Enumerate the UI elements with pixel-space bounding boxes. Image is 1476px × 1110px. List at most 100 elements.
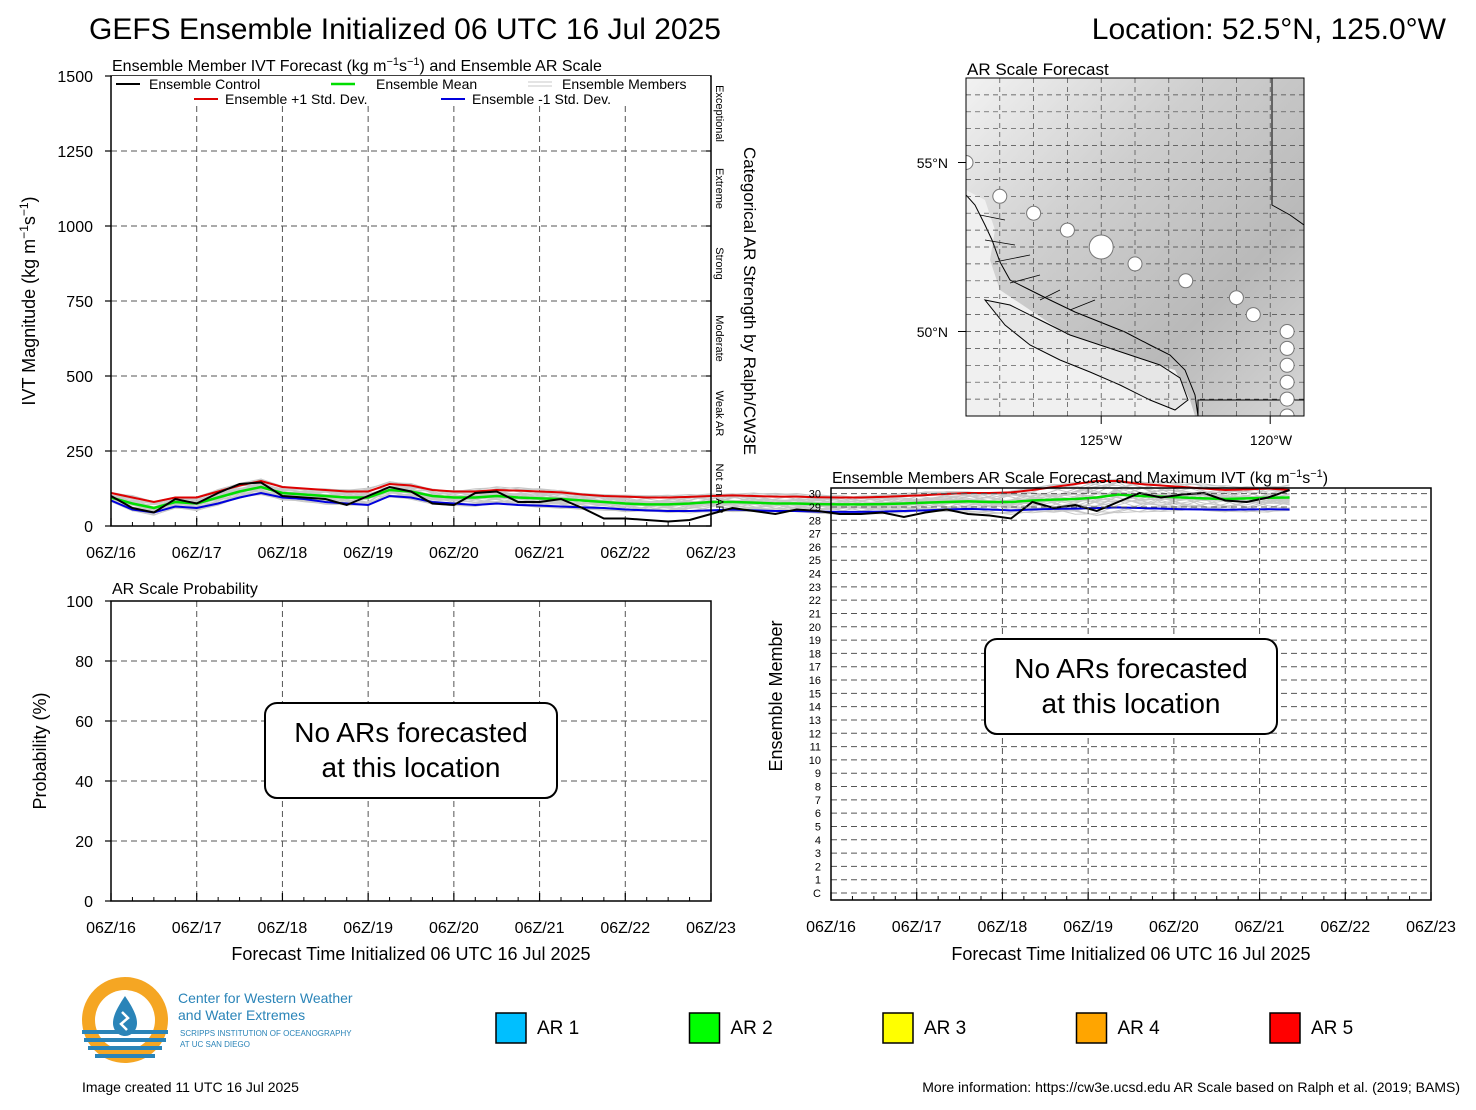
ar-legend-label: AR 1 — [537, 1018, 579, 1039]
ar-track-marker — [1059, 222, 1075, 238]
ivt-x-tick-label: 06Z/17 — [172, 545, 222, 562]
member-label: 1 — [815, 875, 821, 887]
legend-mean-label: Ensemble Mean — [376, 76, 477, 92]
ar-track-marker — [1279, 374, 1295, 390]
ar-track-marker — [1026, 205, 1042, 221]
probability-message-line1: No ARs forecasted — [294, 717, 527, 748]
members-x-tick-label: 06Z/18 — [978, 919, 1028, 936]
prob-x-tick-label: 06Z/19 — [343, 920, 393, 937]
ivt-grid — [111, 76, 711, 526]
ivt-mean-line — [110, 485, 1290, 510]
member-label: 5 — [815, 821, 821, 833]
ivt-control-line — [110, 481, 1290, 523]
member-label: 4 — [815, 835, 821, 847]
member-label: 20 — [809, 622, 821, 634]
map-frame — [965, 77, 1305, 417]
member-label: 12 — [809, 728, 821, 740]
member-label: 25 — [809, 555, 821, 567]
members-x-tick-label: 06Z/17 — [892, 919, 942, 936]
ivt-y-ticks: 0 250 500 750 1000 1250 1500 — [57, 69, 111, 536]
probability-x-ticks: 06Z/16 06Z/17 06Z/18 06Z/19 06Z/20 06Z/21 06Z/… — [86, 893, 736, 937]
member-label: 6 — [815, 808, 821, 820]
ar-legend-label: AR 5 — [1311, 1018, 1353, 1039]
ar-legend-swatch — [688, 1012, 721, 1044]
logo-line3: SCRIPPS INSTITUTION OF OCEANOGRAPHY — [180, 1029, 352, 1038]
probability-panel-title: AR Scale Probability — [112, 581, 258, 598]
ar-track-markers — [966, 155, 1295, 416]
logo-line2: and Water Extremes — [178, 1007, 305, 1023]
members-x-tick-label: 06Z/20 — [1149, 919, 1199, 936]
ar-track-marker — [1228, 290, 1244, 306]
ar-legend-label: AR 4 — [1118, 1018, 1161, 1039]
logo-line1: Center for Western Weather — [178, 990, 353, 1006]
member-label: 10 — [809, 755, 821, 767]
ivt-minus-sd-line — [110, 491, 1290, 514]
ar-category-labels: Exceptional Extreme Strong Moderate Weak AR N… — [706, 85, 725, 527]
member-label: 23 — [809, 582, 821, 594]
member-label: 8 — [815, 782, 821, 794]
members-message-line2: at this location — [1042, 688, 1221, 719]
ar-track-marker — [1279, 357, 1295, 373]
member-label: 9 — [815, 768, 821, 780]
member-label: 19 — [809, 635, 821, 647]
member-label: 26 — [809, 542, 821, 554]
map-lat-label-50: 50°N — [917, 324, 948, 340]
members-y-axis-label: Ensemble Member — [766, 620, 786, 771]
ar-track-marker — [966, 155, 974, 170]
cw3e-logo: Center for Western Weather and Water Ext… — [82, 977, 353, 1063]
member-label: 14 — [809, 702, 821, 714]
ivt-panel-title: Ensemble Member IVT Forecast (kg m−1s−1)… — [112, 56, 602, 75]
ar-category-label: Weak AR — [713, 391, 725, 437]
ar-legend-swatch — [1269, 1012, 1301, 1044]
ivt-x-tick-label: 06Z/22 — [600, 545, 650, 562]
members-message-line1: No ARs forecasted — [1014, 653, 1247, 684]
members-panel: Ensemble Members AR Scale Forecast and M… — [766, 468, 1456, 964]
ar-category-label: Strong — [713, 247, 725, 279]
probability-panel: AR Scale Probability 0 20 40 60 80 100 06Z/16… — [30, 581, 736, 964]
probability-y-axis-label: Probability (%) — [30, 692, 50, 809]
mainland-coastline — [966, 194, 1199, 416]
members-x-ticks: 06Z/16 06Z/17 06Z/18 06Z/19 06Z/20 06Z/21 06Z/… — [806, 892, 1456, 936]
member-label: 28 — [809, 515, 821, 527]
probability-y-ticks: 0 20 40 60 80 100 — [66, 594, 111, 911]
map-lat-label-55: 55°N — [917, 155, 948, 171]
rocky-mountains-boundary — [1271, 78, 1304, 226]
border-line — [1197, 399, 1304, 416]
ivt-x-tick-label: 06Z/20 — [429, 545, 479, 562]
ar-category-label: Moderate — [713, 315, 725, 361]
prob-x-tick-label: 06Z/16 — [86, 920, 136, 937]
prob-x-tick-label: 06Z/23 — [686, 920, 736, 937]
ar-track-marker — [1127, 256, 1143, 272]
ivt-x-tick-label: 06Z/16 — [86, 545, 136, 562]
ivt-plus-sd-line — [110, 479, 1290, 504]
ar-legend-label: AR 2 — [731, 1018, 773, 1039]
ivt-x-tick-label: 06Z/19 — [343, 545, 393, 562]
map-axis-ticks — [958, 162, 1271, 424]
map-panel-title: AR Scale Forecast — [967, 60, 1109, 79]
ar-scale-legend: AR 1 AR 2 AR 3 AR 4 AR 5 — [495, 1012, 1353, 1044]
map-lon-label-120: 120°W — [1250, 432, 1293, 448]
ar-category-label: Exceptional — [713, 85, 725, 142]
ar-track-marker — [1178, 273, 1194, 289]
members-x-axis-label: Forecast Time Initialized 06 UTC 16 Jul … — [951, 944, 1310, 964]
logo-line4: AT UC SAN DIEGO — [180, 1040, 250, 1049]
member-label: 17 — [809, 662, 821, 674]
map-lon-label-125: 125°W — [1080, 432, 1123, 448]
ar-track-marker — [992, 188, 1008, 204]
members-x-tick-label: 06Z/19 — [1063, 919, 1113, 936]
legend-members-label: Ensemble Members — [562, 76, 687, 92]
member-label: 7 — [815, 795, 821, 807]
member-label: 15 — [809, 688, 821, 700]
ivt-legend: Ensemble Control Ensemble Mean Ensemble … — [112, 76, 710, 107]
member-label: C — [813, 888, 821, 900]
ivt-y-tick-label: 1000 — [57, 219, 93, 236]
ivt-y-tick-label: 1250 — [57, 144, 93, 161]
probability-no-ar-message: No ARs forecasted at this location — [264, 702, 558, 799]
location-label: Location: 52.5°N, 125.0°W — [1092, 13, 1447, 46]
member-label: 18 — [809, 648, 821, 660]
prob-y-tick-label: 20 — [75, 834, 93, 851]
members-x-tick-label: 06Z/23 — [1406, 919, 1456, 936]
ar-track-marker — [1279, 408, 1295, 416]
probability-grid — [111, 601, 711, 901]
ivt-y-axis-label: IVT Magnitude (kg m−1s−1) — [17, 196, 39, 405]
